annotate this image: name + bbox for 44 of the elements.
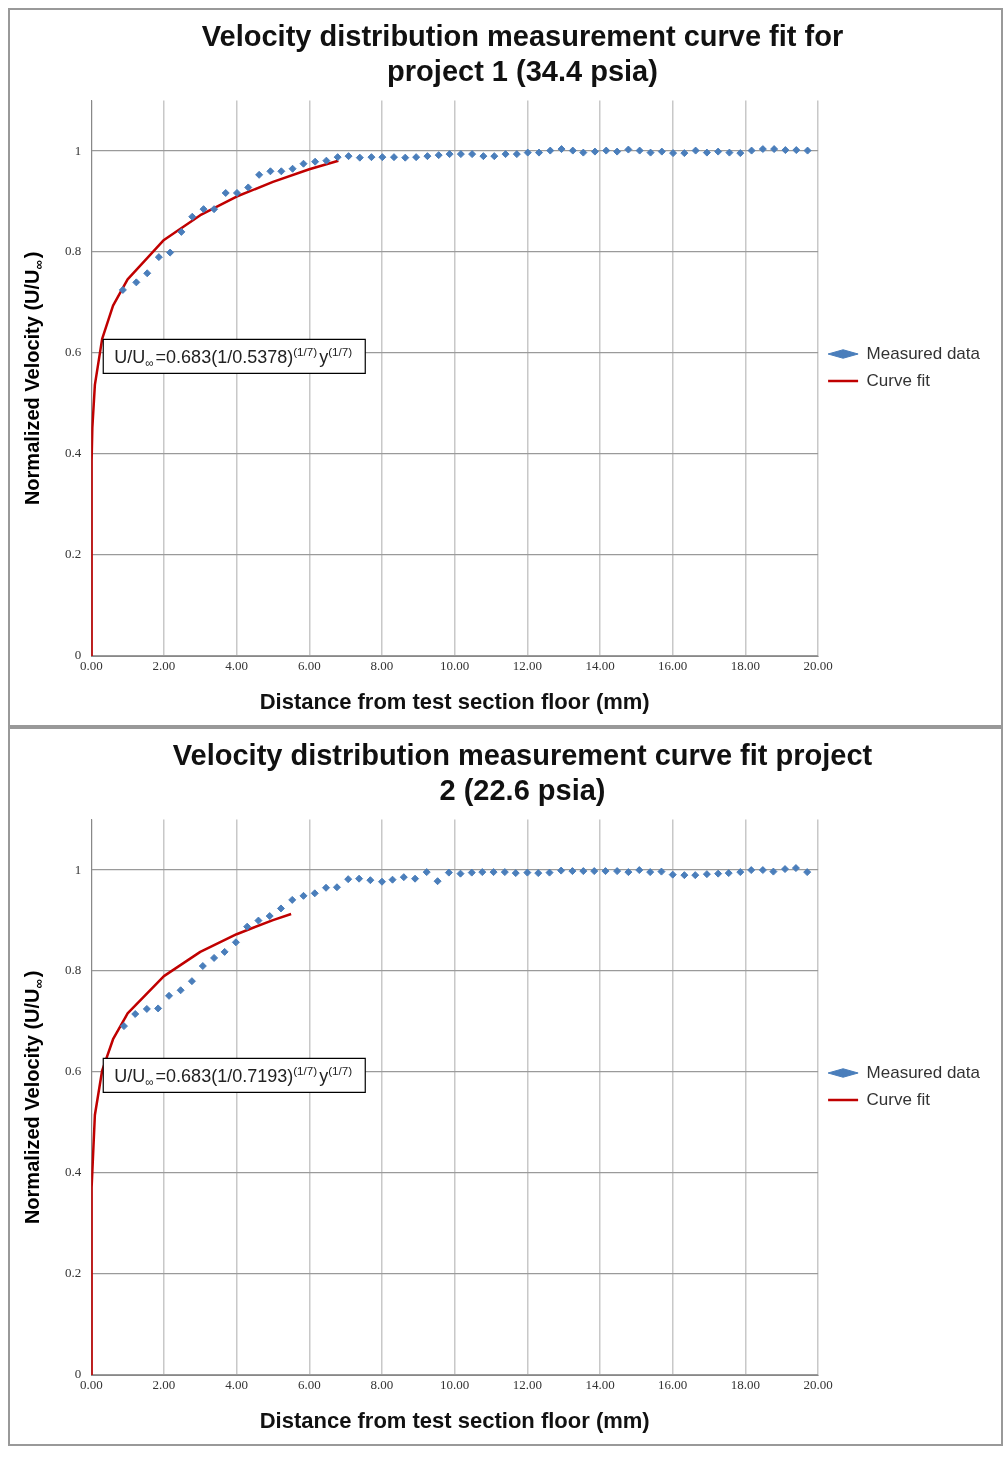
x-tick-label: 2.00 — [152, 1377, 176, 1393]
x-tick-label: 0.00 — [79, 658, 103, 674]
chart-title: Velocity distribution measurement curve fit project 2 (22.6 psia) — [172, 739, 873, 807]
y-tick-label: 0.2 — [65, 546, 82, 562]
chart-title: Velocity distribution measurement curve fit for project 1 (34.4 psia) — [201, 20, 844, 88]
x-tick-label: 20.00 — [803, 1377, 833, 1393]
x-tick-label: 14.00 — [585, 1377, 615, 1393]
x-tick-label: 2.00 — [152, 658, 176, 674]
x-tick-label: 12.00 — [512, 658, 542, 674]
y-tick-label: 0.6 — [65, 1063, 82, 1079]
x-tick-label: 12.00 — [512, 1377, 542, 1393]
legend-label: Curve fit — [866, 370, 931, 390]
x-tick-label: 20.00 — [803, 658, 833, 674]
x-tick-label: 16.00 — [658, 658, 688, 674]
legend-label: Curve fit — [866, 1089, 931, 1109]
x-tick-label: 18.00 — [730, 1377, 761, 1393]
legend-label: Measured data — [866, 1062, 981, 1082]
x-tick-label: 6.00 — [297, 1377, 321, 1393]
x-tick-label: 4.00 — [225, 658, 248, 674]
y-tick-label: 0.8 — [65, 962, 82, 978]
y-axis-title: Normalized Velocity (U/U∞) — [21, 251, 47, 506]
y-tick-label: 0.6 — [65, 344, 82, 360]
x-tick-label: 4.00 — [225, 1377, 248, 1393]
y-tick-label: 1 — [74, 142, 82, 158]
x-tick-label: 0.00 — [79, 1377, 103, 1393]
x-tick-label: 18.00 — [730, 658, 761, 674]
x-tick-label: 6.00 — [297, 658, 321, 674]
y-tick-label: 0.8 — [65, 243, 82, 259]
x-tick-label: 8.00 — [370, 658, 394, 674]
x-tick-label: 14.00 — [585, 658, 615, 674]
y-axis-title: Normalized Velocity (U/U∞) — [21, 970, 47, 1225]
x-axis-title: Distance from test section floor (mm) — [259, 1407, 650, 1433]
y-tick-label: 0.4 — [65, 445, 82, 461]
legend-label: Measured data — [866, 343, 981, 363]
y-tick-label: 1 — [74, 861, 82, 877]
y-tick-label: 0 — [74, 1366, 82, 1382]
y-tick-label: 0.2 — [65, 1265, 82, 1281]
x-tick-label: 10.00 — [440, 1377, 470, 1393]
y-tick-label: 0.4 — [65, 1164, 82, 1180]
y-tick-label: 0 — [74, 647, 82, 663]
x-tick-label: 10.00 — [440, 658, 470, 674]
x-axis-title: Distance from test section floor (mm) — [259, 688, 650, 714]
x-tick-label: 8.00 — [370, 1377, 394, 1393]
x-tick-label: 16.00 — [658, 1377, 688, 1393]
